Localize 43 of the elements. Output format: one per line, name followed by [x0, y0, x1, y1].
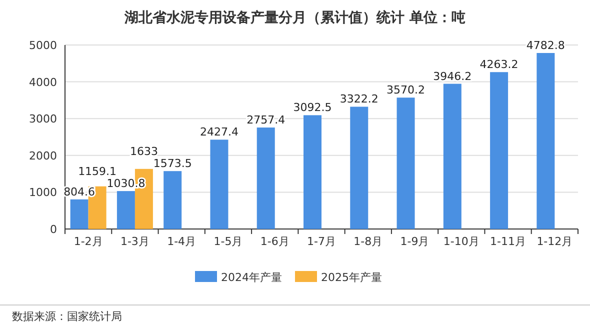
chart-title: 湖北省水泥专用设备产量分月（累计值）统计 单位：吨	[124, 9, 466, 26]
data-label: 3092.5	[293, 101, 332, 114]
bar	[396, 98, 415, 229]
x-tick-label: 1-10月	[443, 235, 480, 248]
x-tick-label: 1-5月	[214, 235, 243, 248]
legend-label: 2024年产量	[221, 271, 282, 284]
x-tick-label: 1-9月	[400, 235, 430, 248]
x-tick-label: 1-3月	[120, 235, 150, 248]
bar	[164, 171, 182, 229]
y-tick-label: 4000	[29, 76, 57, 89]
y-tick-label: 5000	[29, 39, 57, 52]
legend-label: 2025年产量	[321, 271, 382, 284]
data-label: 1159.1	[78, 165, 117, 178]
x-tick-label: 1-2月	[74, 235, 103, 248]
y-tick-label: 0	[50, 223, 57, 236]
bar	[70, 199, 88, 229]
data-label: 4263.2	[480, 58, 518, 72]
data-label: 2757.4	[246, 114, 286, 127]
data-label: 1573.5	[153, 157, 192, 170]
x-tick-label: 1-6月	[260, 235, 290, 248]
y-tick-label: 2000	[29, 149, 57, 162]
source-note: 数据来源：国家统计局	[12, 310, 122, 323]
bar	[256, 128, 275, 229]
bar	[210, 140, 228, 229]
data-label: 3322.2	[340, 92, 378, 106]
data-label: 1633	[130, 145, 158, 158]
x-tick-label: 1-11月	[490, 235, 526, 248]
data-label: 2427.4	[200, 126, 238, 139]
data-label: 3570.2	[386, 84, 426, 97]
bar	[304, 115, 322, 229]
data-label: 3946.2	[433, 70, 472, 83]
y-tick-label: 1000	[29, 186, 57, 200]
x-tick-label: 1-7月	[307, 235, 336, 248]
data-label: 4782.8	[526, 38, 565, 52]
y-tick-label: 3000	[29, 112, 57, 126]
bar	[443, 84, 462, 229]
x-tick-label: 1-8月	[354, 235, 383, 248]
bar	[536, 52, 555, 229]
bar	[116, 191, 135, 229]
bar	[490, 72, 508, 229]
bar	[350, 106, 368, 229]
x-tick-label: 1-4月	[167, 235, 196, 248]
x-tick-label: 1-12月	[536, 235, 573, 248]
